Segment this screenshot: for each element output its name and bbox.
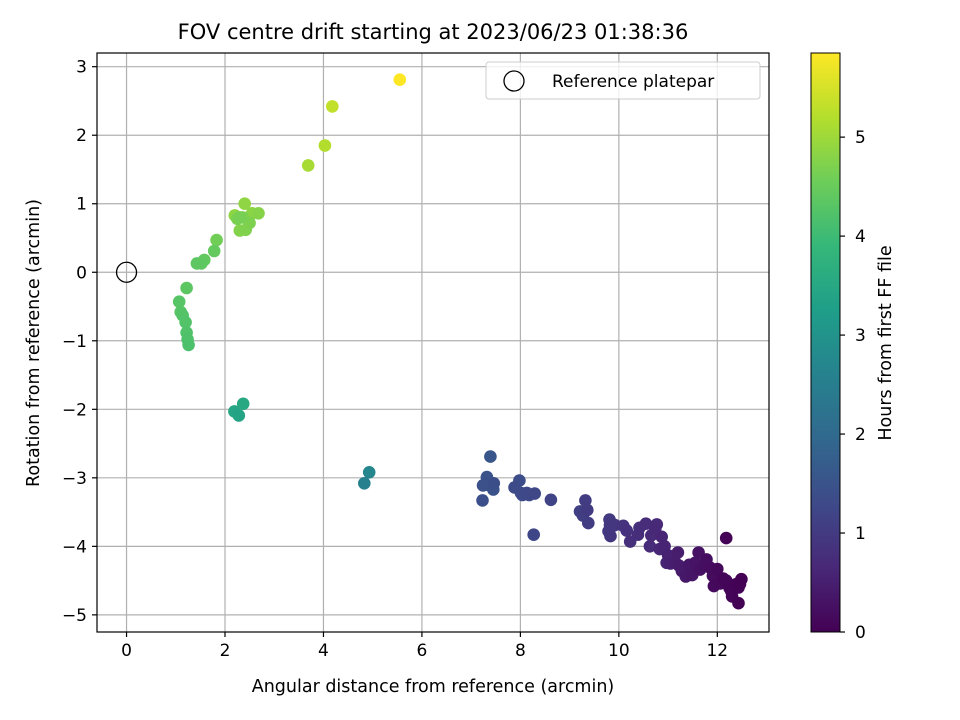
y-tick-label: −4 (62, 537, 87, 557)
x-axis-label: Angular distance from reference (arcmin) (252, 677, 615, 697)
data-point (182, 338, 195, 352)
x-tick-label: 0 (121, 641, 132, 661)
y-tick-label: 2 (76, 126, 87, 146)
data-point (476, 479, 490, 492)
y-tick-label: 0 (76, 263, 87, 283)
data-point (180, 281, 193, 295)
plot-frame (96, 52, 770, 633)
reference-marker (115, 261, 138, 283)
colorbar-tick-label: 5 (855, 128, 866, 148)
data-point (236, 397, 250, 411)
data-point (732, 596, 745, 610)
colorbar-gradient (810, 52, 841, 633)
colorbar-tick-label: 3 (855, 326, 866, 346)
data-point (631, 528, 645, 541)
data-point (719, 531, 733, 545)
y-tick-label: 3 (76, 58, 87, 78)
legend-marker-reference (503, 70, 525, 92)
data-point (711, 562, 724, 576)
colorbar-tick-label: 0 (855, 623, 866, 643)
x-tick-label: 12 (706, 641, 728, 661)
data-point (639, 517, 653, 530)
data-point (528, 487, 541, 500)
data-point (487, 477, 501, 490)
y-tick-label: −3 (62, 469, 87, 489)
data-point (582, 516, 595, 530)
x-tick-label: 8 (515, 641, 526, 661)
x-tick-label: 6 (417, 641, 428, 661)
colorbar-tick-label: 2 (855, 425, 866, 445)
legend-label-reference: Reference platepar (552, 72, 714, 92)
data-point (671, 546, 685, 559)
y-tick-label: −1 (62, 332, 87, 352)
data-point (190, 257, 204, 270)
x-tick-label: 2 (220, 641, 231, 661)
legend: Reference platepar (485, 61, 761, 100)
y-tick-label: 1 (76, 195, 87, 215)
data-point (232, 409, 246, 422)
data-point (326, 100, 339, 113)
x-tick-label: 4 (318, 641, 329, 661)
data-point (579, 494, 592, 507)
data-point (252, 207, 265, 220)
data-point (362, 466, 376, 479)
data-point (655, 530, 668, 544)
x-axis-ticks: 0 2 4 6 8 10 12 (121, 632, 728, 661)
data-point (172, 295, 186, 309)
data-point (358, 477, 371, 490)
data-point (210, 233, 223, 247)
y-tick-label: −2 (62, 400, 87, 420)
data-point (233, 211, 247, 224)
data-point (484, 450, 497, 463)
y-tick-label: −5 (62, 606, 87, 626)
data-point (476, 494, 489, 507)
data-point (393, 73, 407, 86)
chart-title: FOV centre drift starting at 2023/06/23 … (178, 20, 689, 44)
y-axis-ticks: −5 −4 −3 −2 −1 0 1 2 3 (62, 58, 97, 626)
data-point (643, 540, 657, 553)
legend-box (485, 61, 761, 100)
colorbar-ticks: 0 1 2 3 4 5 (840, 128, 866, 643)
data-point (207, 244, 221, 258)
data-point (581, 503, 594, 517)
colorbar: 0 1 2 3 4 5 Hours from first FF file (810, 52, 896, 643)
data-point (735, 572, 748, 586)
colorbar-tick-label: 1 (855, 524, 866, 544)
data-point (238, 197, 251, 210)
data-point (179, 316, 192, 329)
y-axis-label: Rotation from reference (arcmin) (24, 199, 44, 487)
data-point (544, 493, 558, 507)
reference-platepar-point (115, 261, 138, 283)
data-point (527, 528, 540, 541)
colorbar-label: Hours from first FF file (876, 245, 896, 440)
colorbar-tick-label: 4 (855, 227, 866, 247)
data-point (604, 529, 617, 543)
data-points (172, 73, 748, 610)
x-tick-label: 10 (608, 641, 630, 661)
data-point (318, 139, 332, 152)
data-point (620, 524, 633, 537)
data-point (301, 159, 315, 172)
